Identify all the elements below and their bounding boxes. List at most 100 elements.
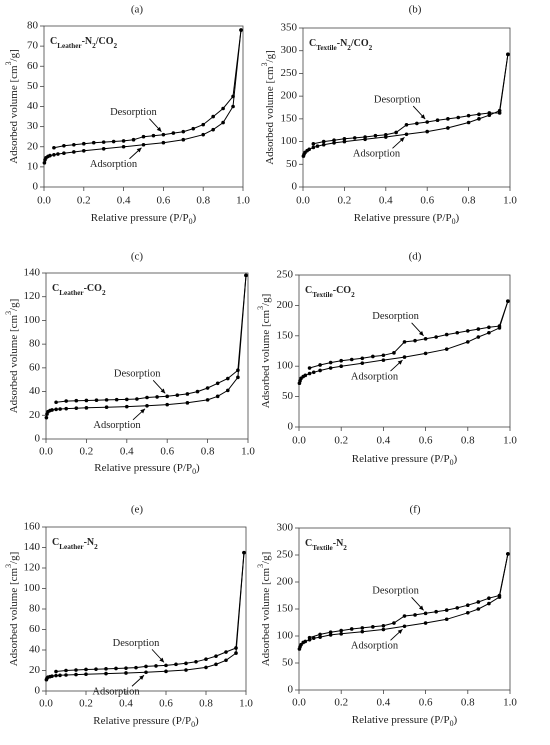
data-point [497,593,502,598]
sample-label-part: 2 [351,291,355,299]
x-tick-label: 0.0 [39,446,53,458]
data-point [221,106,225,111]
data-point [446,126,450,130]
data-point [211,114,215,119]
data-point [185,392,190,396]
data-point [360,629,365,634]
y-tick-label: 100 [277,360,294,372]
data-point [181,137,186,142]
data-point [141,142,146,147]
data-point [145,404,149,408]
data-point [506,52,510,57]
data-point [72,150,76,154]
y-tick-label: 70 [27,40,39,52]
sample-label-part: 2 [369,44,373,52]
sample-label: CLeather-N2 [52,537,98,550]
x-tick-label: 1.0 [236,195,250,207]
x-tick-label: 0.8 [201,446,215,458]
y-axis-label: Adsorbed volume [cm3/g] [256,552,271,667]
y-tick-label: 60 [29,361,41,373]
data-point [360,626,365,630]
x-tick-label: 0.2 [79,698,93,710]
y-tick-label: 30 [27,120,39,132]
data-point [404,132,409,137]
y-tick-label: 50 [286,158,298,170]
y-tick-label: 40 [27,100,39,112]
y-tick-label: 250 [281,67,298,79]
data-point [125,397,129,402]
data-point [339,632,344,636]
data-point [415,121,419,126]
annotation-arrowhead [160,388,166,394]
data-point [487,596,491,600]
series-annotation: Adsorption [93,420,141,431]
y-tick-label: 10 [27,160,39,172]
data-point [404,122,409,127]
y-axis-label: Adsorbed volume [cm3/g] [4,552,19,667]
sample-label-part: C [305,538,312,549]
y-axis-label-part: 3 [4,564,13,568]
data-point [342,139,347,144]
x-axis-label-part: ) [454,453,458,465]
series-annotation: Desorption [110,107,157,118]
x-tick-label: 0.6 [419,435,433,447]
data-point [131,137,136,142]
data-point [181,129,186,134]
x-tick-label: 0.4 [119,698,133,710]
sample-label: CTextile-CO2 [305,285,355,298]
data-point [191,126,196,131]
x-axis-label-part: Relative pressure (P/P [91,212,189,224]
data-point [84,667,88,672]
data-point [476,335,481,339]
data-point [215,381,220,386]
y-tick-label: 150 [277,603,294,615]
data-point [318,632,322,637]
x-tick-label: 1.0 [503,435,517,447]
x-tick-label: 0.8 [461,697,475,709]
x-axis-label-part: Relative pressure (P/P [352,714,450,726]
y-axis-label-part: Adsorbed volume [cm [8,567,20,666]
x-axis-label-part: Relative pressure (P/P [93,715,191,727]
data-point [311,636,316,640]
y-axis-label-part: Adsorbed volume [cm [8,65,20,164]
data-point [352,136,357,140]
y-tick-label: 80 [27,20,39,32]
data-point [221,120,225,125]
annotation-arrowhead [399,137,405,142]
x-axis-label: Relative pressure (P/P0) [354,212,460,227]
data-point [234,646,238,650]
data-point [214,654,218,658]
data-point [435,118,440,123]
data-point [311,145,316,150]
data-point [141,134,146,139]
data-point [328,366,333,370]
data-point [360,356,365,361]
y-tick-label: 250 [277,549,294,561]
y-tick-label: 20 [27,140,39,152]
series-annotation: Adsorption [351,641,399,652]
data-point [72,142,76,147]
x-tick-label: 0.8 [461,435,475,447]
x-tick-label: 0.6 [159,698,173,710]
x-tick-label: 0.8 [196,195,210,207]
y-axis-label-part: 3 [260,62,269,66]
x-tick-label: 0.2 [77,195,91,207]
y-tick-label: 140 [24,267,41,279]
data-point [84,672,88,676]
data-point [224,658,228,663]
data-point [226,376,230,381]
data-point [476,600,481,604]
x-tick-label: 0.0 [39,698,53,710]
data-point [58,407,62,411]
y-tick-label: 50 [282,657,294,669]
series-annotation: Desorption [113,638,160,649]
data-point [211,127,215,132]
data-point [381,358,386,362]
y-tick-label: 100 [24,314,41,326]
data-point [413,338,417,343]
data-point [94,667,98,671]
x-tick-label: 0.2 [334,435,348,447]
y-tick-label: 150 [281,112,298,124]
x-tick-label: 0.6 [160,446,174,458]
annotation-arrowhead [136,147,142,153]
